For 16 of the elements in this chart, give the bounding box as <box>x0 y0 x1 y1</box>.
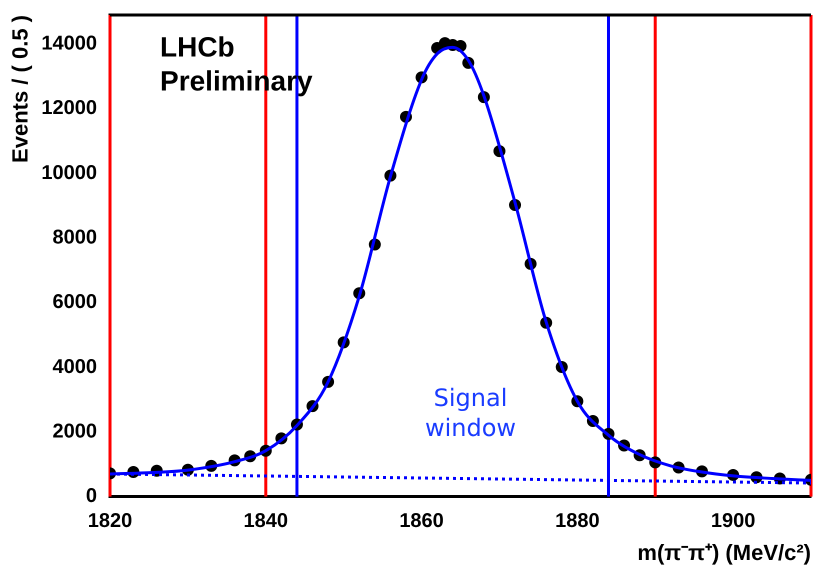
x-tick-label: 1900 <box>710 510 756 532</box>
x-tick-label: 1840 <box>244 510 288 532</box>
y-tick-label: 14000 <box>41 32 98 55</box>
y-tick-label: 8000 <box>52 226 98 249</box>
y-tick-label: 0 <box>86 485 98 508</box>
x-tick-label: 1880 <box>555 510 600 532</box>
annotation: Signal window <box>424 384 516 442</box>
x-axis-title: m(π⁻π⁺) (MeV/c²) <box>637 540 811 565</box>
y-tick-label: 12000 <box>41 97 98 120</box>
x-tick-label: 1860 <box>399 510 444 532</box>
y-tick-label: 2000 <box>52 420 98 442</box>
y-axis-title: Events / ( 0.5 ) <box>7 15 32 163</box>
y-tick-label: 6000 <box>52 291 98 314</box>
x-tick-label: 1820 <box>88 510 132 532</box>
y-tick-label: 4000 <box>52 356 98 378</box>
y-tick-label: 10000 <box>41 162 98 184</box>
